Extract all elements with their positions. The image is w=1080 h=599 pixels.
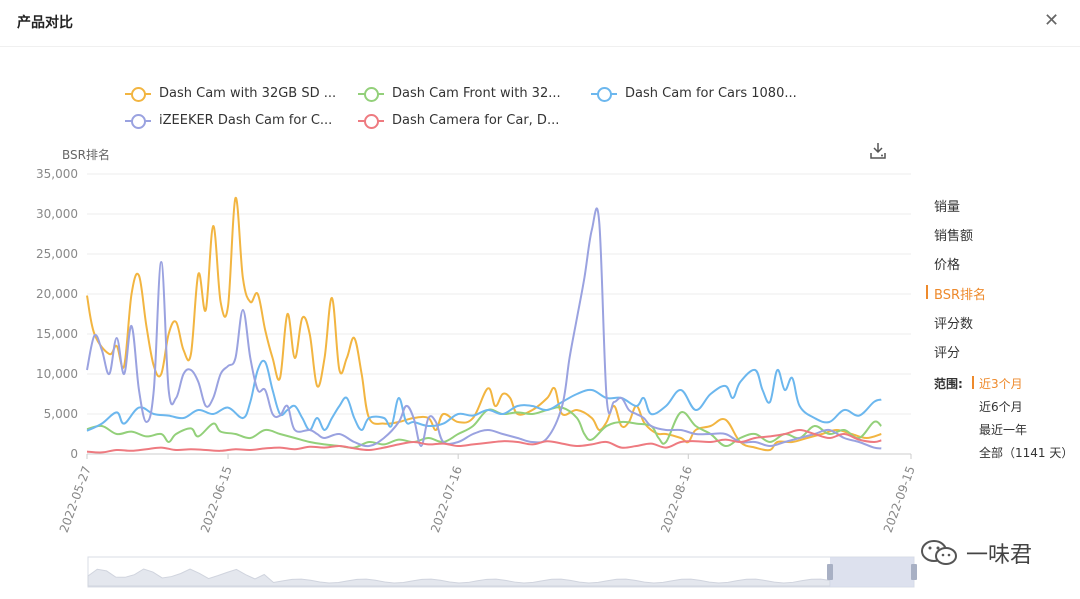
- zoom-overview-area: [87, 568, 831, 587]
- legend-label: Dash Cam with 32GB SD ...: [159, 86, 337, 101]
- series-line-3: [86, 359, 882, 432]
- legend-item-5[interactable]: Dash Camera for Car, D...: [358, 113, 560, 129]
- y-tick-label: 20,000: [36, 287, 78, 301]
- zoom-window: [830, 557, 914, 587]
- legend-marker-icon: [358, 86, 384, 102]
- metric-rating[interactable]: 评分: [934, 346, 961, 361]
- x-tick-group: 2022-08-16: [658, 464, 695, 534]
- y-tick-label: 0: [70, 447, 78, 461]
- range-6-months[interactable]: 近6个月: [979, 400, 1023, 414]
- legend-item-2[interactable]: Dash Cam Front with 32...: [358, 86, 561, 102]
- legend-marker-icon: [358, 113, 384, 129]
- x-tick-label: 2022-06-15: [198, 464, 235, 534]
- metric-review-count[interactable]: 评分数: [934, 317, 974, 332]
- y-tick-label: 25,000: [36, 247, 78, 261]
- y-axis-label: BSR排名: [62, 148, 110, 162]
- dialog-title: 产品对比: [17, 15, 73, 31]
- wechat-icon: [921, 540, 957, 565]
- download-icon[interactable]: [868, 141, 888, 161]
- watermark: 一味君: [920, 537, 1032, 569]
- range-1-year[interactable]: 最近一年: [979, 423, 1028, 437]
- y-tick-label: 30,000: [36, 207, 78, 221]
- metric-price[interactable]: 价格: [934, 258, 961, 273]
- legend-label: Dash Cam for Cars 1080...: [625, 86, 797, 101]
- x-tick-group: 2022-06-15: [198, 464, 235, 534]
- legend-marker-icon: [125, 113, 151, 129]
- y-tick-label: 10,000: [36, 367, 78, 381]
- dialog-header: 产品对比 ✕: [0, 0, 1080, 47]
- y-tick-label: 35,000: [36, 167, 78, 181]
- close-icon[interactable]: ✕: [1044, 10, 1060, 31]
- x-tick-group: 2022-09-15: [881, 464, 918, 534]
- range-label: 范围:: [934, 377, 963, 391]
- legend-label: iZEEKER Dash Cam for C...: [159, 113, 333, 128]
- x-tick-label: 2022-09-15: [881, 464, 918, 534]
- x-tick-group: 2022-07-16: [428, 464, 465, 534]
- x-tick-label: 2022-07-16: [428, 464, 465, 534]
- x-tick-group: 2022-05-27: [57, 464, 94, 534]
- y-tick-label: 15,000: [36, 327, 78, 341]
- legend-label: Dash Cam Front with 32...: [392, 86, 561, 101]
- range-3-months[interactable]: 近3个月: [972, 376, 1023, 391]
- x-tick-label: 2022-08-16: [658, 464, 695, 534]
- zoom-handle-right: [911, 564, 917, 580]
- zoom-handle-left: [827, 564, 833, 580]
- legend-item-1[interactable]: Dash Cam with 32GB SD ...: [125, 86, 337, 102]
- x-tick-label: 2022-05-27: [57, 464, 94, 534]
- legend-item-4[interactable]: iZEEKER Dash Cam for C...: [125, 113, 333, 129]
- y-tick-label: 5,000: [44, 407, 78, 421]
- metric-revenue[interactable]: 销售额: [934, 229, 974, 244]
- series-line-5: [86, 429, 882, 454]
- legend-marker-icon: [125, 86, 151, 102]
- watermark-text: 一味君: [966, 543, 1033, 568]
- legend-label: Dash Camera for Car, D...: [392, 113, 560, 128]
- series-line-4: [86, 207, 882, 450]
- legend-item-3[interactable]: Dash Cam for Cars 1080...: [591, 86, 797, 102]
- legend-marker-icon: [591, 86, 617, 102]
- range-all[interactable]: 全部（1141 天）: [979, 446, 1074, 460]
- metric-sales[interactable]: 销量: [934, 200, 961, 215]
- metric-bsr[interactable]: BSR排名: [926, 284, 986, 303]
- series-line-2: [86, 406, 882, 449]
